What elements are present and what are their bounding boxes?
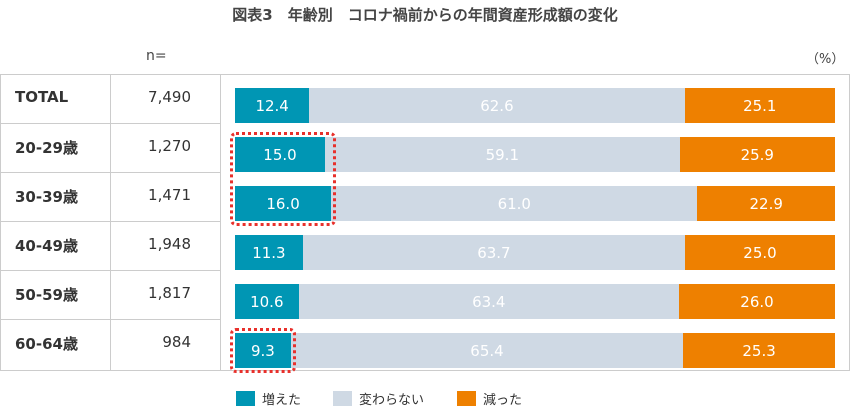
- bar-segment-1: 11.3: [235, 235, 303, 270]
- legend-item: 変わらない: [333, 389, 424, 408]
- bar-segment-1: 15.0: [235, 137, 325, 172]
- chart-title: 図表3 年齢別 コロナ禍前からの年間資産形成額の変化: [232, 6, 618, 24]
- legend-item: 減った: [457, 389, 522, 408]
- highlight-box: [230, 328, 296, 373]
- n-value: 1,948: [148, 235, 191, 253]
- n-value: 7,490: [148, 88, 191, 106]
- n-value: 984: [162, 333, 191, 351]
- highlight-box: [230, 132, 337, 226]
- data-table: TOTAL 7,490 20-29歳 1,270 30-39歳 1,471 40-49歳 1,…: [0, 74, 850, 371]
- legend-item: 増えた: [236, 389, 301, 408]
- bar-segment-3: 25.3: [683, 333, 835, 368]
- row-label: 20-29歳: [15, 139, 78, 157]
- n-value: 1,270: [148, 137, 191, 155]
- row-divider: [1, 319, 221, 320]
- bar-segment-2: 63.7: [302, 235, 685, 270]
- column-divider: [220, 75, 221, 370]
- legend-label: 変わらない: [359, 393, 425, 408]
- bar-segment-1: 10.6: [235, 284, 299, 319]
- legend-swatch: [333, 391, 352, 406]
- legend-swatch: [236, 391, 255, 406]
- bar-segment-2: 61.0: [331, 186, 698, 221]
- row-label: TOTAL: [15, 88, 69, 106]
- row-label: 40-49歳: [15, 237, 78, 255]
- bar-segment-1: 16.0: [235, 186, 332, 221]
- n-value: 1,471: [148, 186, 191, 204]
- bar-segment-2: 59.1: [325, 137, 680, 172]
- bar-segment-3: 22.9: [697, 186, 835, 221]
- bar-segment-2: 65.4: [290, 333, 684, 368]
- legend-swatch: [457, 391, 476, 406]
- n-header: n=: [146, 48, 167, 64]
- legend-label: 増えた: [262, 393, 302, 408]
- row-label: 60-64歳: [15, 335, 78, 353]
- bar-segment-1: 9.3: [235, 333, 291, 368]
- bar-segment-2: 62.6: [309, 88, 685, 123]
- bar-segment-3: 25.9: [679, 137, 835, 172]
- row-divider: [1, 270, 221, 271]
- bar-segment-1: 12.4: [235, 88, 310, 123]
- row-label: 50-59歳: [15, 286, 78, 304]
- bar-segment-2: 63.4: [298, 284, 679, 319]
- row-divider: [1, 123, 221, 124]
- row-divider: [1, 221, 221, 222]
- bar-segment-3: 25.1: [684, 88, 835, 123]
- row-label: 30-39歳: [15, 188, 78, 206]
- row-divider: [1, 172, 221, 173]
- legend-label: 減った: [483, 393, 523, 408]
- bar-segment-3: 25.0: [685, 235, 835, 270]
- n-value: 1,817: [148, 284, 191, 302]
- bar-segment-3: 26.0: [679, 284, 835, 319]
- unit-label: （%）: [806, 52, 845, 67]
- column-divider: [110, 75, 111, 370]
